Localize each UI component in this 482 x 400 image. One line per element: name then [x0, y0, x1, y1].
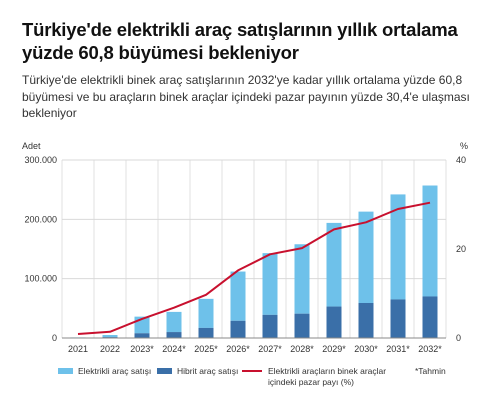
y-axis-unit: Adet: [22, 141, 41, 151]
x-tick-label: 2025*: [194, 344, 218, 354]
bar-hybrid: [422, 296, 438, 338]
chart-title: Türkiye'de elektrikli araç satışlarının …: [22, 19, 458, 63]
y-tick-label: 300.000: [24, 155, 57, 165]
x-tick-label: 2030*: [354, 344, 378, 354]
legend-label-electric: Elektrikli araç satışı: [78, 366, 152, 376]
bar-hybrid: [166, 332, 182, 338]
bar-electric: [294, 244, 310, 314]
bar-hybrid: [134, 333, 150, 338]
y2-tick-label: 20: [456, 244, 466, 254]
bar-electric: [326, 222, 342, 307]
x-tick-label: 2032*: [418, 344, 442, 354]
footnote-text: *Tahmin: [415, 366, 446, 376]
legend-swatch-electric: [58, 368, 73, 374]
y-tick-label: 100.000: [24, 274, 57, 284]
x-tick-label: 2031*: [386, 344, 410, 354]
bar-electric: [390, 194, 406, 300]
bar-hybrid: [198, 327, 214, 338]
x-tick-label: 2024*: [162, 344, 186, 354]
chart-subtitle: Türkiye'de elektrikli binek araç satışla…: [22, 73, 470, 120]
bar-electric: [358, 211, 374, 303]
bar-electric: [422, 185, 438, 297]
x-tick-label: 2027*: [258, 344, 282, 354]
x-tick-label: 2021: [68, 344, 88, 354]
bar-electric: [262, 253, 278, 315]
bar-hybrid: [294, 313, 310, 338]
y2-tick-label: 40: [456, 155, 466, 165]
x-tick-label: 2023*: [130, 344, 154, 354]
y2-axis-unit: %: [460, 141, 468, 151]
line-market-share: [77, 201, 431, 335]
x-tick-label: 2028*: [290, 344, 314, 354]
y2-tick-label: 0: [456, 333, 461, 343]
bar-hybrid: [262, 314, 278, 338]
y-tick-label: 0: [52, 333, 57, 343]
bar-hybrid: [358, 302, 374, 338]
y-tick-label: 200.000: [24, 214, 57, 224]
legend-label-share: Elektrikli araçların binek araçlar içind…: [268, 366, 387, 387]
legend-swatch-share: [242, 370, 262, 372]
bar-electric: [102, 335, 118, 338]
bar-electric: [230, 271, 246, 321]
x-tick-label: 2022: [100, 344, 120, 354]
x-tick-label: 2026*: [226, 344, 250, 354]
x-tick-label: 2029*: [322, 344, 346, 354]
legend-label-hybrid: Hibrit araç satışı: [177, 366, 239, 376]
bar-electric: [166, 311, 182, 333]
legend-swatch-hybrid: [157, 368, 172, 374]
bar-electric: [198, 298, 214, 328]
bar-hybrid: [230, 320, 246, 338]
bar-hybrid: [326, 306, 342, 338]
bar-hybrid: [390, 299, 406, 338]
